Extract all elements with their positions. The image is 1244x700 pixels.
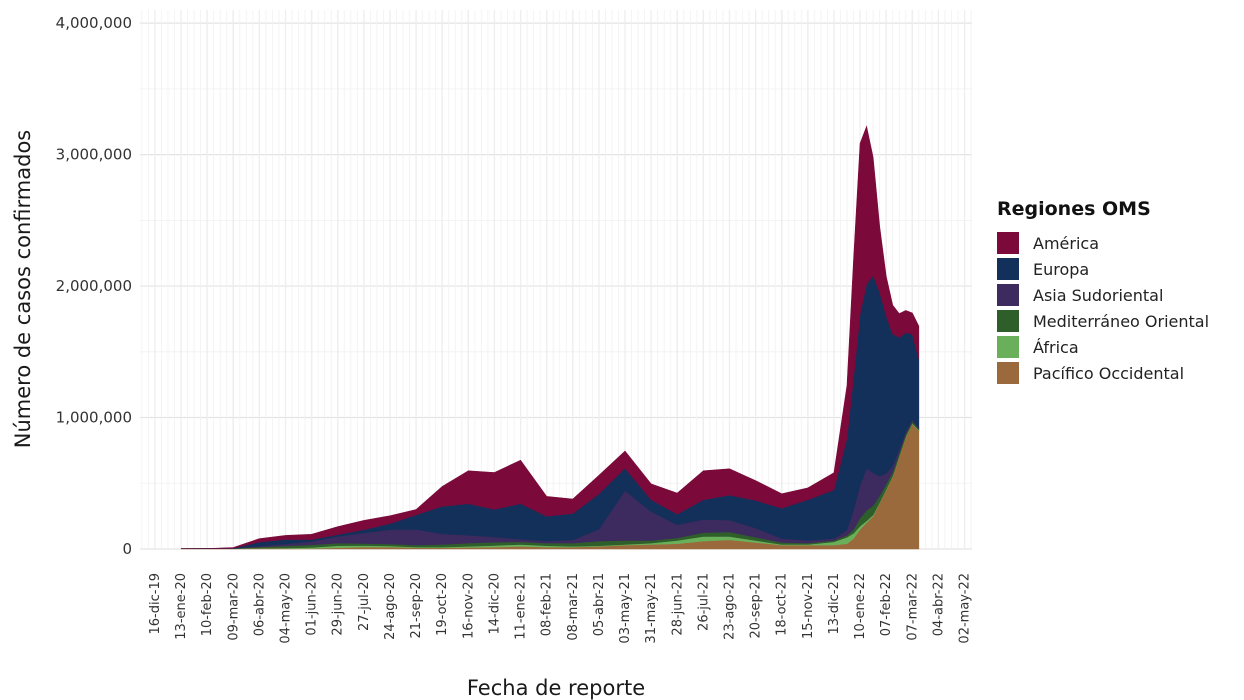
area-américa bbox=[181, 125, 920, 550]
legend-label: Pacífico Occidental bbox=[1033, 364, 1184, 383]
x-tick-label: 11-ene-21 bbox=[514, 573, 529, 640]
legend-label: América bbox=[1033, 234, 1099, 253]
y-tick-label: 0 bbox=[122, 540, 132, 558]
x-tick-label: 05-abr-21 bbox=[592, 573, 607, 636]
x-tick-label: 10-ene-22 bbox=[853, 573, 868, 640]
legend-swatch bbox=[997, 310, 1019, 332]
legend-swatch bbox=[997, 336, 1019, 358]
x-tick-label: 26-jul-21 bbox=[696, 573, 711, 631]
x-tick-label: 06-abr-20 bbox=[252, 573, 267, 636]
x-tick-label: 19-oct-20 bbox=[435, 573, 450, 636]
x-tick-label: 08-mar-21 bbox=[566, 573, 581, 641]
legend: Regiones OMS América Europa Asia Sudorient… bbox=[997, 198, 1209, 384]
x-axis-ticks: 16-dic-19 13-ene-20 10-feb-20 09-mar-20 06-a… bbox=[148, 573, 973, 644]
x-tick-label: 18-oct-21 bbox=[775, 573, 790, 636]
x-tick-label: 28-jun-21 bbox=[670, 573, 685, 636]
legend-items: América Europa Asia Sudoriental Mediterráne… bbox=[997, 232, 1209, 384]
y-tick-label: 1,000,000 bbox=[56, 409, 132, 427]
x-tick-label: 07-feb-22 bbox=[879, 573, 894, 636]
x-tick-label: 01-jun-20 bbox=[305, 573, 320, 636]
x-tick-label: 10-feb-20 bbox=[200, 573, 215, 636]
x-tick-label: 31-may-21 bbox=[644, 573, 659, 644]
x-tick-label: 07-mar-22 bbox=[905, 573, 920, 641]
series-areas bbox=[180, 125, 920, 550]
x-tick-label: 16-nov-20 bbox=[461, 573, 476, 639]
y-tick-label: 3,000,000 bbox=[56, 146, 132, 164]
x-tick-label: 08-feb-21 bbox=[540, 573, 555, 636]
x-tick-label: 09-mar-20 bbox=[226, 573, 241, 641]
x-tick-label: 04-may-20 bbox=[279, 573, 294, 644]
y-axis-title: Número de casos confirmados bbox=[11, 130, 35, 448]
x-tick-label: 03-may-21 bbox=[618, 573, 633, 644]
x-tick-label: 13-ene-20 bbox=[174, 573, 189, 640]
x-tick-label: 24-ago-20 bbox=[383, 573, 398, 640]
legend-swatch bbox=[997, 232, 1019, 254]
x-tick-label: 04-abr-22 bbox=[931, 573, 946, 636]
y-tick-label: 4,000,000 bbox=[56, 14, 132, 32]
legend-label: Mediterráneo Oriental bbox=[1033, 312, 1209, 331]
legend-swatch bbox=[997, 284, 1019, 306]
x-tick-label: 15-nov-21 bbox=[801, 573, 816, 639]
x-tick-label: 16-dic-19 bbox=[148, 573, 163, 634]
legend-title: Regiones OMS bbox=[997, 198, 1151, 220]
x-tick-label: 29-jun-20 bbox=[331, 573, 346, 636]
y-axis-ticks: 0 1,000,000 2,000,000 3,000,000 4,000,000 bbox=[56, 14, 132, 558]
x-axis-title: Fecha de reporte bbox=[467, 676, 645, 700]
legend-label: Europa bbox=[1033, 260, 1089, 279]
x-tick-label: 23-ago-21 bbox=[722, 573, 737, 640]
y-tick-label: 2,000,000 bbox=[56, 277, 132, 295]
legend-swatch bbox=[997, 362, 1019, 384]
x-tick-label: 21-sep-20 bbox=[409, 573, 424, 639]
x-tick-label: 14-dic-20 bbox=[487, 573, 502, 634]
legend-swatch bbox=[997, 258, 1019, 280]
x-tick-label: 20-sep-21 bbox=[749, 573, 764, 639]
x-tick-label: 27-jul-20 bbox=[357, 573, 372, 631]
legend-label: África bbox=[1033, 338, 1079, 357]
x-tick-label: 02-may-22 bbox=[958, 573, 973, 644]
legend-label: Asia Sudoriental bbox=[1033, 286, 1163, 305]
x-tick-label: 13-dic-21 bbox=[827, 573, 842, 634]
